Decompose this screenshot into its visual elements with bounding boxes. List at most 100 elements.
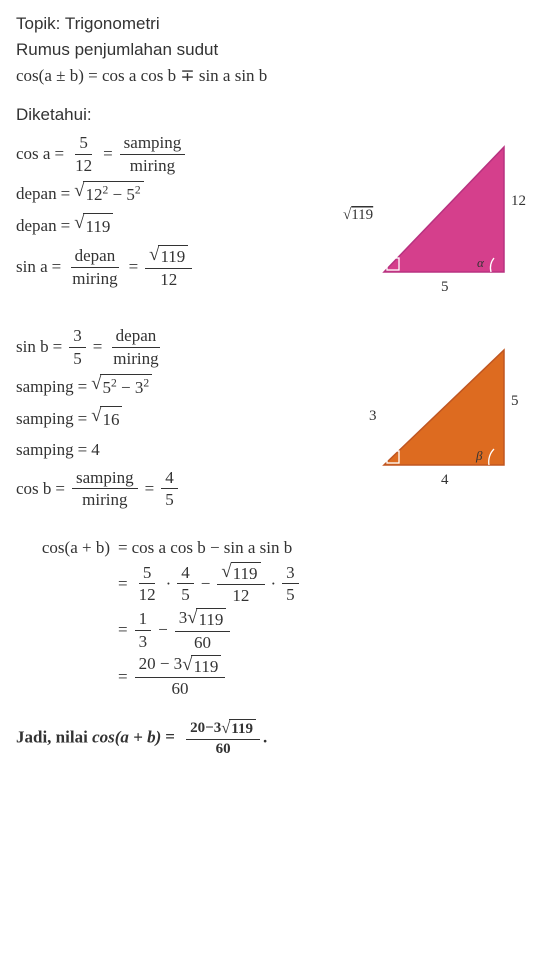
- depan-line2: depan = √119: [16, 213, 316, 239]
- sin-b-line: sin b = 3 5 = depan miring: [16, 326, 316, 368]
- identity-lhs: cos(a ± b): [16, 66, 84, 85]
- l3-d: 60: [190, 632, 215, 653]
- ans-numarg: 119: [229, 719, 256, 738]
- depan-label1: depan: [16, 182, 57, 206]
- l4-numarg: 119: [191, 655, 221, 677]
- triangle-a-shape: [384, 147, 504, 272]
- tri-b-adj: 4: [441, 472, 449, 488]
- solve-line1: cos(a + b) = cos a cos b − sin a sin b: [16, 536, 530, 560]
- triangle-a: √119 12 5 α: [324, 127, 534, 302]
- depan-sqrt1-arg: 122 − 52: [83, 181, 143, 207]
- tri-b-angle: β: [475, 448, 483, 463]
- cos-a-num: 5: [75, 133, 92, 155]
- sin-b-num: 3: [69, 326, 86, 348]
- l4-den: 60: [167, 678, 192, 699]
- samp-line3: samping = 4: [16, 438, 316, 462]
- tri-a-adj: 5: [441, 279, 449, 295]
- solve-line2: = 512 · 45 − √119 12 · 35: [16, 562, 530, 606]
- l2-a: 5: [139, 563, 156, 585]
- l2-b: 12: [135, 584, 160, 605]
- cos-a-den: 12: [71, 155, 96, 176]
- samp-label3: samping: [16, 438, 74, 462]
- sin-b-word-num: depan: [112, 326, 161, 348]
- samp-label2: samping: [16, 407, 74, 431]
- sin-a-word-den: miring: [68, 268, 121, 289]
- solve-rhs1: cos a cos b − sin a sin b: [132, 536, 293, 560]
- identity-rhs2: sin a sin b: [199, 66, 267, 85]
- sin-a-lhs: sin a: [16, 255, 48, 279]
- tri-a-opp: √119: [343, 207, 373, 223]
- l2-c: 4: [177, 563, 194, 585]
- depan-sqrt2-arg: 119: [83, 213, 113, 239]
- tri-b-opp: 3: [369, 408, 377, 424]
- l3-b: 3: [135, 631, 152, 652]
- depan-label2: depan: [16, 214, 57, 238]
- cos-b-word-num: samping: [72, 468, 138, 490]
- solve-line3: = 13 − 3√119 60: [16, 608, 530, 652]
- sin-a-word-frac: depan miring: [68, 246, 121, 288]
- depan-sqrt2: √119: [74, 213, 113, 239]
- identity-eq: =: [84, 66, 102, 85]
- triangle-b-shape: [384, 350, 504, 465]
- tri-a-hyp: 12: [511, 193, 526, 209]
- depan-sqrt1: √122 − 52: [74, 181, 143, 207]
- cos-a-word-frac: samping miring: [120, 133, 186, 175]
- block-a-equations: cos a = 5 12 = samping miring depan = √1…: [16, 127, 316, 295]
- l2-g: 3: [282, 563, 299, 585]
- solve-block: cos(a + b) = cos a cos b − sin a sin b =…: [16, 536, 530, 699]
- cos-b-num: 4: [161, 468, 178, 490]
- samp-sqrt2-arg: 16: [100, 406, 122, 432]
- l3-c-coef: 3: [179, 608, 188, 627]
- subtitle-line: Rumus penjumlahan sudut: [16, 38, 530, 62]
- sin-b-den: 5: [69, 348, 86, 369]
- topic-line: Topik: Trigonometri: [16, 12, 530, 36]
- block-b-equations: sin b = 3 5 = depan miring samping = √52…: [16, 320, 316, 516]
- samp-label1: samping: [16, 375, 74, 399]
- tri-b-hyp: 5: [511, 393, 519, 409]
- answer-pre: Jadi, nilai: [16, 727, 92, 746]
- block-a: cos a = 5 12 = samping miring depan = √1…: [16, 127, 530, 302]
- sin-b-lhs: sin b: [16, 335, 49, 359]
- cos-a-word-num: samping: [120, 133, 186, 155]
- answer-line: Jadi, nilai cos(a + b)= 20−3√119 60 .: [16, 719, 530, 759]
- sin-a-line: sin a = depan miring = √119 12: [16, 245, 316, 289]
- sin-a-den: 12: [156, 269, 181, 290]
- sin-a-num: √119: [145, 245, 192, 269]
- samp-line2: samping = √16: [16, 406, 316, 432]
- cos-a-frac: 5 12: [71, 133, 96, 175]
- samp-sqrt2: √16: [91, 406, 122, 432]
- cos-b-word-den: miring: [78, 489, 131, 510]
- depan-line1: depan = √122 − 52: [16, 181, 316, 207]
- cos-a-lhs: cos a: [16, 142, 50, 166]
- l2-d: 5: [177, 584, 194, 605]
- sin-a-num-arg: 119: [158, 245, 188, 267]
- cos-b-den: 5: [161, 489, 178, 510]
- cos-a-word-den: miring: [126, 155, 179, 176]
- sin-a-val-frac: √119 12: [145, 245, 192, 289]
- triangle-b-svg: 3 5 4 β: [329, 320, 529, 495]
- triangle-a-svg: √119 12 5 α: [329, 127, 529, 302]
- ans-den: 60: [212, 740, 235, 758]
- l3-c-arg: 119: [196, 608, 226, 630]
- identity-op: ∓: [176, 66, 199, 85]
- tri-a-angle: α: [477, 255, 485, 270]
- cos-a-line: cos a = 5 12 = samping miring: [16, 133, 316, 175]
- sin-b-frac: 3 5: [69, 326, 86, 368]
- l2-f: 12: [228, 585, 253, 606]
- l4-numleft: 20 − 3: [139, 654, 183, 673]
- cos-b-lhs: cos b: [16, 477, 51, 501]
- samp-sqrt1-arg: 52 − 32: [100, 374, 152, 400]
- samp-sqrt1: √52 − 32: [91, 374, 152, 400]
- identity-formula: cos(a ± b) = cos a cos b ∓ sin a sin b: [16, 64, 530, 88]
- cos-b-frac: 4 5: [161, 468, 178, 510]
- sin-b-word-den: miring: [109, 348, 162, 369]
- cos-b-word-frac: samping miring: [72, 468, 138, 510]
- samp-val: 4: [91, 438, 100, 462]
- ans-numleft: 20−3: [190, 720, 221, 736]
- solve-line4: = 20 − 3√119 60: [16, 654, 530, 698]
- l2-h: 5: [282, 584, 299, 605]
- answer-post: .: [263, 727, 267, 746]
- l3-a: 1: [135, 609, 152, 631]
- sin-b-word-frac: depan miring: [109, 326, 162, 368]
- block-b: sin b = 3 5 = depan miring samping = √52…: [16, 320, 530, 516]
